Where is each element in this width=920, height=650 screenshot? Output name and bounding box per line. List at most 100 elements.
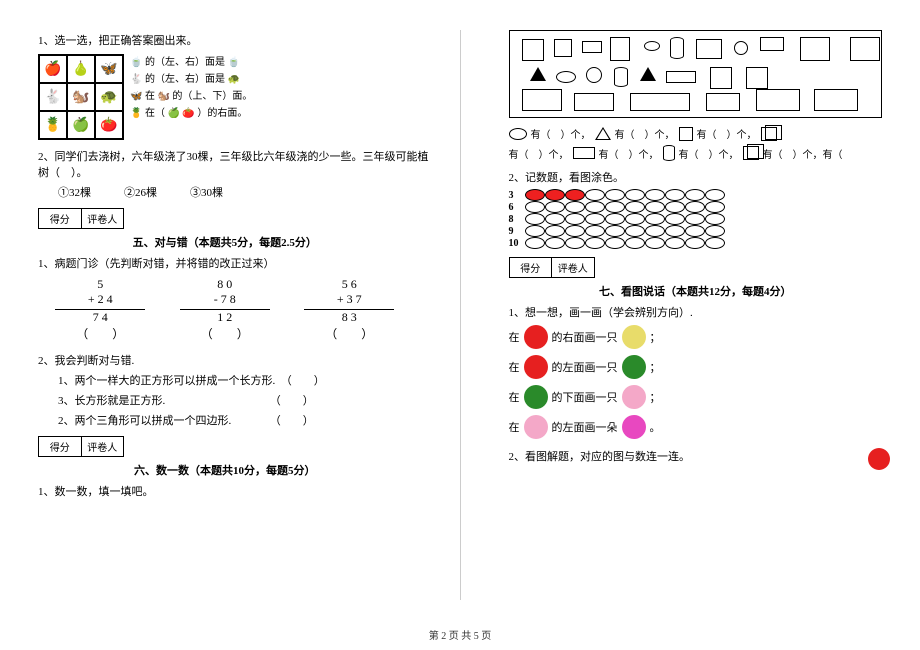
ellipse-icon — [556, 71, 576, 83]
mid: 的下面画一只 — [552, 389, 618, 405]
ovals-row: 9 — [509, 225, 883, 237]
grid-cell: 🍏 — [67, 111, 95, 139]
post: ； — [650, 359, 661, 375]
triangle-icon — [595, 127, 611, 140]
watermelon-icon — [524, 385, 548, 409]
rect-icon — [666, 71, 696, 83]
post: 。 — [650, 419, 661, 435]
oval-empty — [585, 201, 605, 213]
circle-icon — [734, 41, 748, 55]
oval-empty — [665, 225, 685, 237]
fruit-line: 在 的右面画一只 ； — [509, 325, 883, 349]
s7-q2: 2、看图解题，对应的图与数连一连。 — [491, 448, 901, 464]
oval-empty — [625, 225, 645, 237]
oval-empty — [685, 201, 705, 213]
s7-q1: 1、想一想，画一画（学会辨别方向）. — [491, 304, 901, 320]
grid-cell: 🦋 — [95, 55, 123, 83]
oval-empty — [525, 237, 545, 249]
cylinder-icon — [663, 145, 675, 161]
ovals-row: 6 — [509, 201, 883, 213]
oval-empty — [545, 237, 565, 249]
grid-cell: 🍍 — [39, 111, 67, 139]
r-q2: 2、记数题，看图涂色。 — [491, 169, 901, 185]
oval-empty — [565, 201, 585, 213]
mid: 的右面画一只 — [552, 329, 618, 345]
row-num: 10 — [509, 238, 525, 249]
score-box: 得分 评卷人 — [509, 257, 595, 278]
oval-empty — [585, 189, 605, 201]
grid-cell: 🍐 — [67, 55, 95, 83]
pre: 在 — [509, 359, 520, 375]
oval-empty — [665, 189, 685, 201]
oval-empty — [625, 213, 645, 225]
oval-empty — [585, 213, 605, 225]
section-6-title: 六、数一数（本题共10分，每题5分） — [20, 462, 430, 478]
count-text: 有（ ）个，有（ — [763, 146, 843, 161]
triangle-icon — [640, 67, 656, 81]
cuboid-icon — [814, 89, 858, 111]
count-text: 有（ ）个， — [615, 126, 675, 141]
ovals-grid: 3 6 8 9 10 — [509, 189, 883, 249]
peach-icon — [622, 385, 646, 409]
grid-cell: 🐇 — [39, 83, 67, 111]
arith-c: 7 4 — [55, 310, 145, 325]
arith-b: + 3 7 — [304, 292, 394, 310]
pear-icon — [622, 325, 646, 349]
ovals-row: 10 — [509, 237, 883, 249]
oval-empty — [565, 225, 585, 237]
mid: 的左面画一朵 — [552, 419, 618, 435]
arith-c: 1 2 — [180, 310, 270, 325]
rect-icon — [573, 147, 595, 159]
oval-empty — [645, 213, 665, 225]
oval-empty — [645, 237, 665, 249]
oval-empty — [705, 213, 725, 225]
watermelon-icon — [622, 355, 646, 379]
row-num: 3 — [509, 190, 525, 201]
grid-questions: 🍵 的（左、右）面是 🍵 🐇 的（左、右）面是 🐢 🦋 在 🐿️ 的（上、下）面… — [130, 54, 252, 122]
oval-empty — [705, 237, 725, 249]
s5-q2-3: 2、两个三角形可以拼成一个四边形. （ ） — [20, 412, 430, 428]
oval-empty — [645, 201, 665, 213]
arith-a: 8 0 — [180, 277, 270, 292]
arith-problem: 5 + 2 4 7 4 （ ） — [55, 277, 145, 342]
oval-empty — [605, 189, 625, 201]
oval-empty — [705, 225, 725, 237]
left-column: 1、选一选，把正确答案圈出来。 🍎 🍐 🦋 🐇 🐿️ 🐢 🍍 🍏 🍅 — [20, 30, 430, 605]
pre: 在 — [509, 329, 520, 345]
count-text: 有（ ）个， — [531, 126, 591, 141]
grid-line: 🍵 的（左、右）面是 🍵 — [130, 54, 252, 71]
q2-title: 2、同学们去浇树，六年级浇了30棵，三年级比六年级浇的少一些。三年级可能植树（ … — [20, 148, 430, 180]
square-icon — [554, 39, 572, 57]
grid-cell: 🐢 — [95, 83, 123, 111]
score-label: 得分 — [39, 209, 82, 228]
oval-empty — [545, 213, 565, 225]
rect-icon — [582, 41, 602, 53]
arith-b: + 2 4 — [55, 292, 145, 310]
oval-empty — [565, 237, 585, 249]
grid-line: 🦋 在 🐿️ 的（上、下）面。 — [130, 88, 252, 105]
oval-empty — [525, 225, 545, 237]
fruit-line: 在 的左面画一只 ； — [509, 355, 883, 379]
count-line-2: 有（ ）个， 有（ ）个， 有（ ）个， 有（ ）个，有（ — [509, 145, 883, 161]
column-divider — [460, 30, 461, 600]
cuboid-icon — [756, 89, 800, 111]
q1-title: 1、选一选，把正确答案圈出来。 — [20, 32, 430, 48]
oval-empty — [645, 189, 665, 201]
section-7-title: 七、看图说话（本题共12分，每题4分） — [491, 283, 901, 299]
rect-icon — [760, 37, 784, 51]
cube-icon — [800, 37, 830, 61]
arith-problem: 8 0 - 7 8 1 2 （ ） — [180, 277, 270, 342]
grid-cell: 🐿️ — [67, 83, 95, 111]
oval-empty — [685, 237, 705, 249]
oval-empty — [685, 225, 705, 237]
oval-empty — [625, 189, 645, 201]
s5-q1: 1、病题门诊（先判断对错，并将错的改正过来） — [20, 255, 430, 271]
arith-b: - 7 8 — [180, 292, 270, 310]
s5-q2-1: 1、两个一样大的正方形可以拼成一个长方形. （ ） — [20, 372, 430, 388]
arith-a: 5 — [55, 277, 145, 292]
cylinder-icon — [614, 67, 628, 87]
oval-empty — [665, 213, 685, 225]
oval-filled — [565, 189, 585, 201]
fruit-line: 在 的左面画一朵 。 — [509, 415, 883, 439]
grid-cell: 🍎 — [39, 55, 67, 83]
